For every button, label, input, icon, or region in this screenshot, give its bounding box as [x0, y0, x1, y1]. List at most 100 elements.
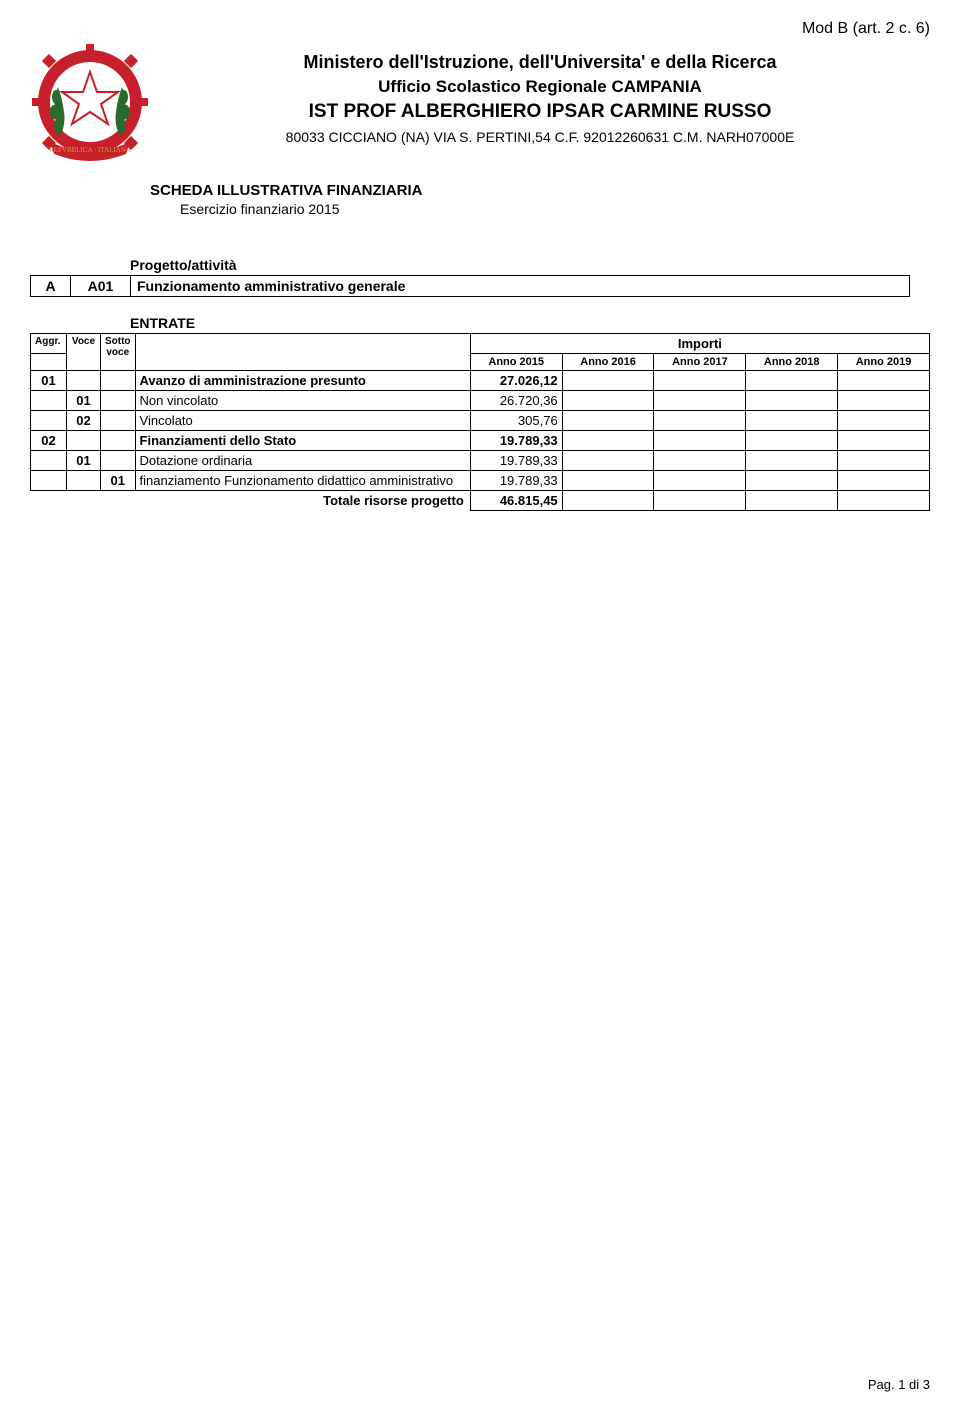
cell-voce: 01	[66, 451, 100, 471]
cell-aggr	[31, 411, 67, 431]
entrate-table: Aggr. Voce Sotto voce Importi Anno 2015 …	[30, 333, 930, 511]
col-importi: Importi	[470, 334, 929, 354]
header-text: Ministero dell'Istruzione, dell'Universi…	[150, 42, 930, 145]
cell-voce	[66, 471, 100, 491]
mod-header: Mod B (art. 2 c. 6)	[30, 20, 930, 38]
progetto-row: A A01 Funzionamento amministrativo gener…	[31, 276, 910, 297]
svg-text:REPVBBLICA · ITALIANA: REPVBBLICA · ITALIANA	[49, 146, 131, 154]
cell-aggr: 01	[31, 371, 67, 391]
cell-2015: 19.789,33	[470, 451, 562, 471]
col-anno-2019: Anno 2019	[838, 354, 930, 371]
cell-2017	[654, 431, 746, 451]
cell-2019	[838, 371, 930, 391]
cell-voce	[66, 431, 100, 451]
cell-2018	[746, 431, 838, 451]
col-anno-2016: Anno 2016	[562, 354, 654, 371]
ufficio-line: Ufficio Scolastico Regionale CAMPANIA	[150, 77, 930, 97]
cell-2015: 19.789,33	[470, 431, 562, 451]
scheda-block: SCHEDA ILLUSTRATIVA FINANZIARIA Esercizi…	[150, 182, 930, 217]
entrate-label: ENTRATE	[130, 315, 930, 331]
cell-2018	[746, 391, 838, 411]
cell-sotto	[100, 451, 135, 471]
cell-2015: 27.026,12	[470, 371, 562, 391]
cell-2017	[654, 451, 746, 471]
cell-2019	[838, 431, 930, 451]
cell-2016	[562, 451, 654, 471]
col-aggr-blank	[31, 354, 67, 371]
cell-2019	[838, 451, 930, 471]
cell-aggr: 02	[31, 431, 67, 451]
col-desc	[135, 334, 470, 371]
entrate-total-row: Totale risorse progetto 46.815,45	[31, 491, 930, 511]
total-label: Totale risorse progetto	[135, 491, 470, 511]
page: Mod B (art. 2 c. 6)	[0, 0, 960, 1412]
col-sotto: Sotto voce	[100, 334, 135, 371]
cell-aggr	[31, 471, 67, 491]
cell-2017	[654, 471, 746, 491]
progetto-col-a: A	[31, 276, 71, 297]
progetto-desc: Funzionamento amministrativo generale	[131, 276, 910, 297]
cell-voce	[66, 371, 100, 391]
cell-2019	[838, 411, 930, 431]
page-footer: Pag. 1 di 3	[868, 1377, 930, 1392]
cell-2018	[746, 371, 838, 391]
cell-2016	[562, 391, 654, 411]
cell-sotto	[100, 431, 135, 451]
cell-2017	[654, 411, 746, 431]
cell-aggr	[31, 451, 67, 471]
entrate-row: 02 Vincolato305,76	[31, 411, 930, 431]
cell-desc: finanziamento Funzionamento didattico am…	[135, 471, 470, 491]
cell-sotto	[100, 371, 135, 391]
entrate-row: 02 Finanziamenti dello Stato19.789,33	[31, 431, 930, 451]
cell-desc: Finanziamenti dello Stato	[135, 431, 470, 451]
cell-sotto: 01	[100, 471, 135, 491]
cell-desc: Avanzo di amministrazione presunto	[135, 371, 470, 391]
cell-voce: 01	[66, 391, 100, 411]
institute-line: IST PROF ALBERGHIERO IPSAR CARMINE RUSSO	[150, 101, 930, 123]
col-voce: Voce	[66, 334, 100, 371]
entrate-row: 01 Avanzo di amministrazione presunto27.0…	[31, 371, 930, 391]
italian-emblem-icon: REPVBBLICA · ITALIANA	[30, 42, 150, 162]
progetto-label: Progetto/attività	[130, 257, 930, 273]
cell-sotto	[100, 391, 135, 411]
cell-sotto	[100, 411, 135, 431]
entrate-row: 01 Dotazione ordinaria19.789,33	[31, 451, 930, 471]
cell-desc: Non vincolato	[135, 391, 470, 411]
col-aggr: Aggr.	[31, 334, 67, 354]
cell-desc: Dotazione ordinaria	[135, 451, 470, 471]
cell-2015: 19.789,33	[470, 471, 562, 491]
cell-2017	[654, 391, 746, 411]
cell-2019	[838, 471, 930, 491]
cell-2018	[746, 411, 838, 431]
cell-2015: 305,76	[470, 411, 562, 431]
total-2018	[746, 491, 838, 511]
total-2019	[838, 491, 930, 511]
total-2016	[562, 491, 654, 511]
cell-aggr	[31, 391, 67, 411]
col-anno-2018: Anno 2018	[746, 354, 838, 371]
cell-2016	[562, 431, 654, 451]
progetto-table: A A01 Funzionamento amministrativo gener…	[30, 275, 910, 297]
cell-2016	[562, 471, 654, 491]
total-2017	[654, 491, 746, 511]
cell-2018	[746, 471, 838, 491]
cell-desc: Vincolato	[135, 411, 470, 431]
total-2015: 46.815,45	[470, 491, 562, 511]
cell-2015: 26.720,36	[470, 391, 562, 411]
cell-2019	[838, 391, 930, 411]
ministry-line: Ministero dell'Istruzione, dell'Universi…	[150, 52, 930, 73]
col-anno-2015: Anno 2015	[470, 354, 562, 371]
cell-2018	[746, 451, 838, 471]
cell-2017	[654, 371, 746, 391]
address-line: 80033 CICCIANO (NA) VIA S. PERTINI,54 C.…	[150, 129, 930, 145]
col-anno-2017: Anno 2017	[654, 354, 746, 371]
header-block: REPVBBLICA · ITALIANA Ministero dell'Ist…	[30, 42, 930, 162]
scheda-subtitle: Esercizio finanziario 2015	[180, 201, 930, 217]
cell-voce: 02	[66, 411, 100, 431]
cell-2016	[562, 371, 654, 391]
entrate-header-row-1: Aggr. Voce Sotto voce Importi	[31, 334, 930, 354]
scheda-title: SCHEDA ILLUSTRATIVA FINANZIARIA	[150, 182, 930, 199]
progetto-col-b: A01	[71, 276, 131, 297]
entrate-row: 01 Non vincolato26.720,36	[31, 391, 930, 411]
entrate-row: 01finanziamento Funzionamento didattico …	[31, 471, 930, 491]
